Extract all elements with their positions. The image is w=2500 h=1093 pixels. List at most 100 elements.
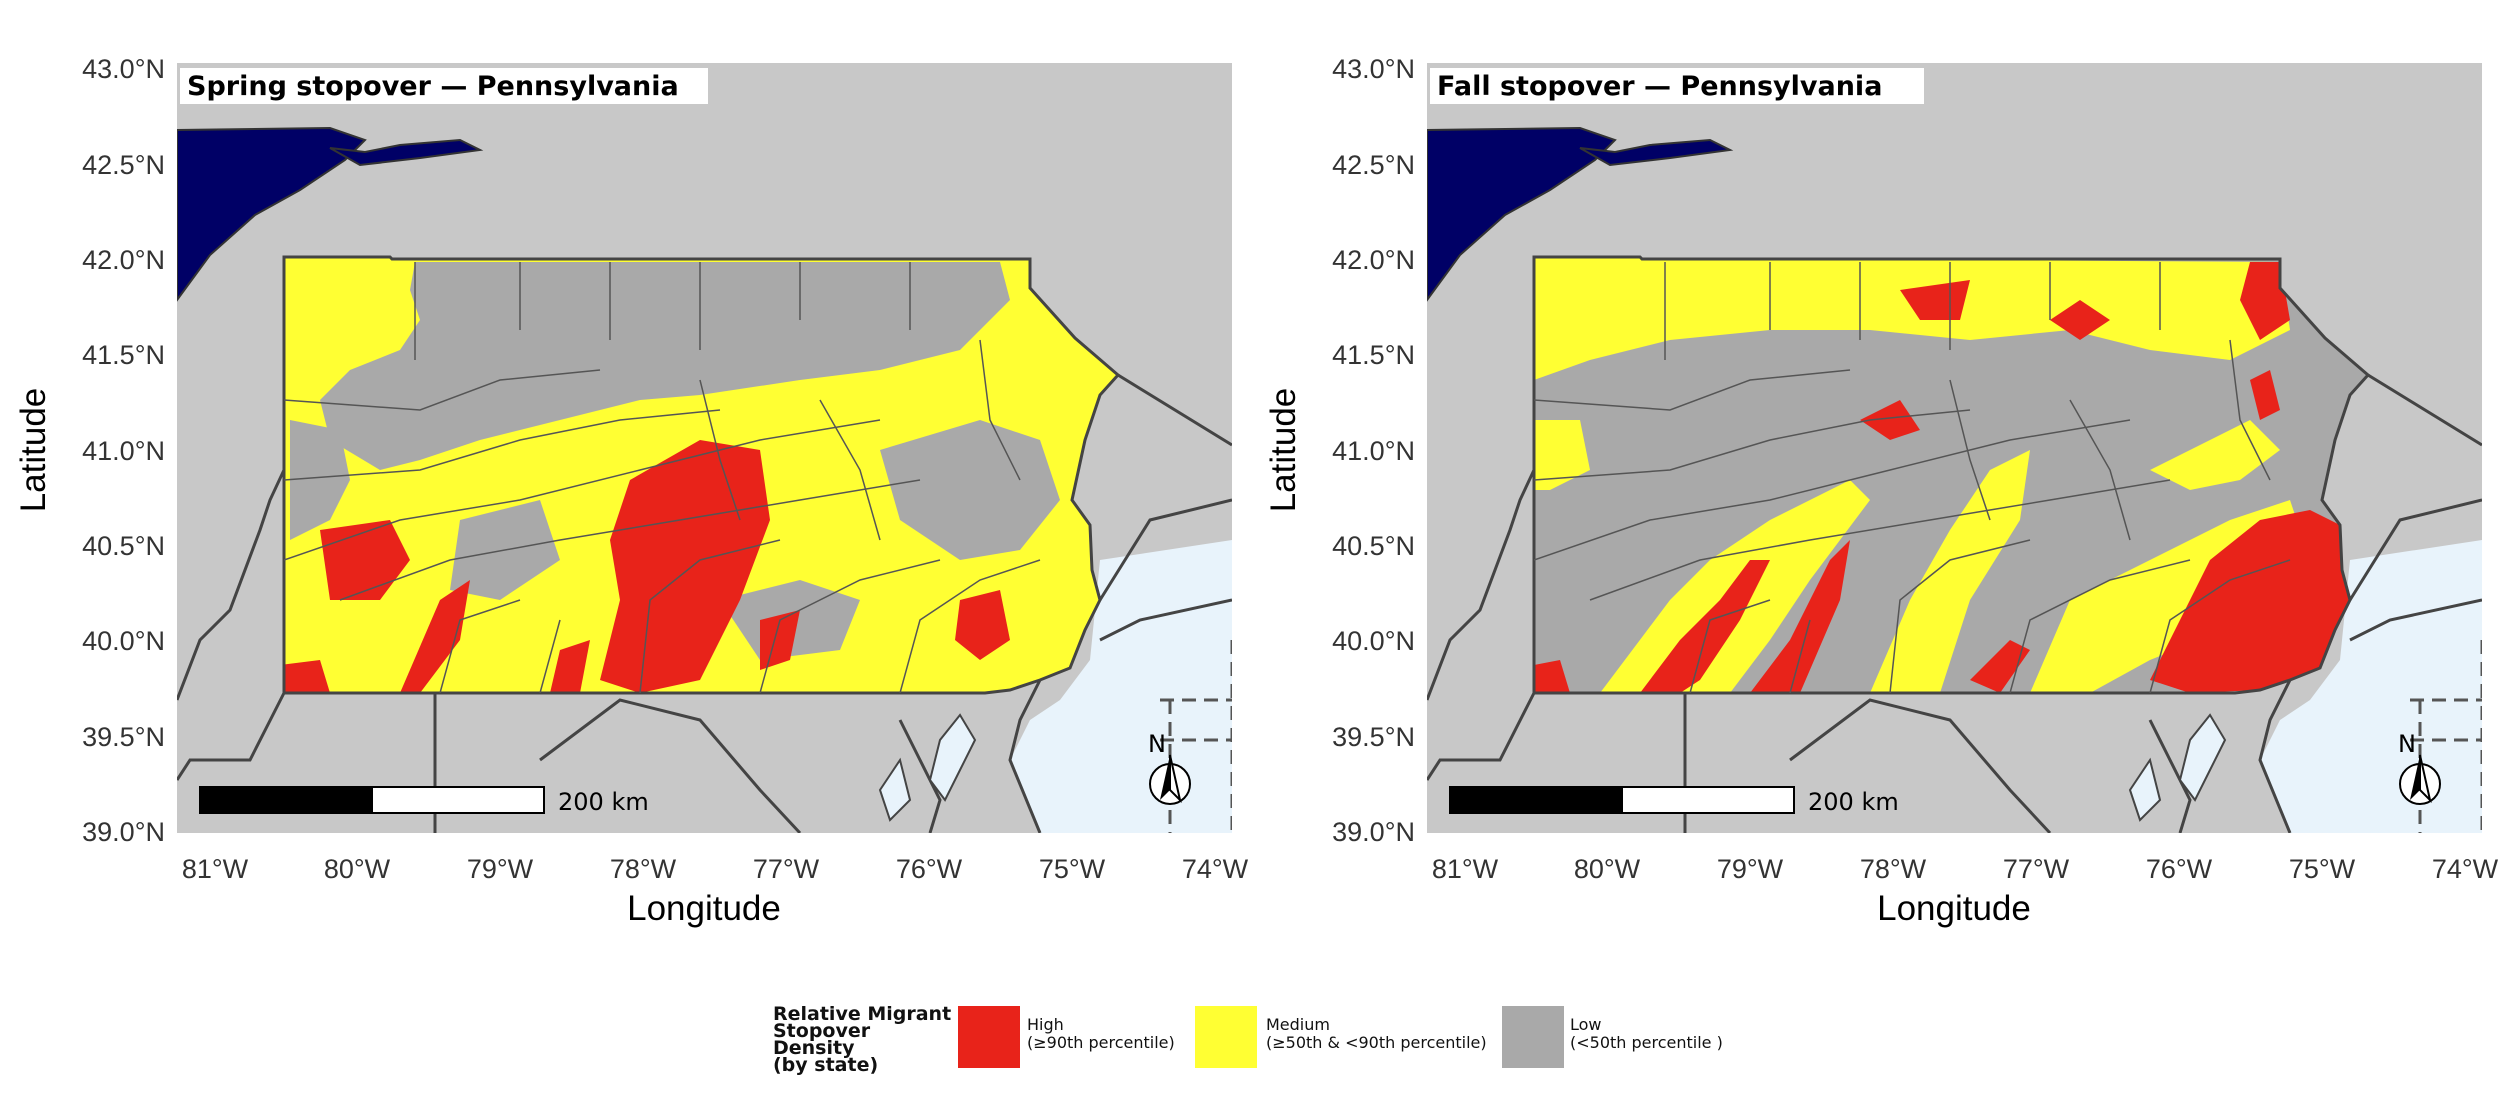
- y-tick: 40.0°N: [1332, 626, 1415, 656]
- scale-bar-label: 200 km: [558, 788, 649, 816]
- x-tick: 79°W: [1717, 854, 1784, 884]
- legend-key-low: [1502, 1006, 1564, 1068]
- legend-label-high: High (≥90th percentile): [1027, 1016, 1175, 1052]
- x-tick: 78°W: [1860, 854, 1927, 884]
- legend-key-medium: [1195, 1006, 1257, 1068]
- y-axis-ticks: 43.0°N 42.5°N 42.0°N 41.5°N 41.0°N 40.5°…: [82, 54, 165, 847]
- north-arrow-icon: N: [2398, 730, 2441, 805]
- high-north: [1900, 280, 1970, 320]
- y-tick: 40.5°N: [1332, 531, 1415, 561]
- legend-sublabel-text: (≥50th & <90th percentile): [1266, 1033, 1487, 1052]
- y-tick: 41.0°N: [82, 436, 165, 466]
- high-central: [1860, 400, 1920, 440]
- legend-title-line: Relative Migrant: [773, 1003, 952, 1025]
- legend-title-line: Stopover Density: [773, 1020, 871, 1059]
- legend-title: Relative Migrant Stopover Density (by st…: [773, 1003, 953, 1076]
- y-axis-label: Latitude: [1264, 388, 1303, 513]
- high-northeast: [2240, 262, 2290, 340]
- scale-bar-white: [1621, 786, 1795, 814]
- y-tick: 41.5°N: [1332, 340, 1415, 370]
- y-tick: 43.0°N: [82, 54, 165, 84]
- x-tick: 75°W: [1039, 854, 1106, 884]
- x-tick: 78°W: [610, 854, 677, 884]
- medium-north: [1534, 257, 2290, 380]
- x-tick: 79°W: [467, 854, 534, 884]
- high-southwest: [400, 580, 470, 693]
- y-axis-ticks: 43.0°N 42.5°N 42.0°N 41.5°N 41.0°N 40.5°…: [1332, 54, 1415, 847]
- lake-erie: [1427, 126, 1617, 302]
- panel-title: Fall stopover — Pennsylvania: [1437, 71, 1882, 102]
- lake-erie-tip: [329, 138, 484, 167]
- lake-erie-tip: [1579, 138, 1734, 167]
- pennsylvania-outline: [282, 255, 1121, 695]
- low-east: [880, 420, 1060, 560]
- county-lines: [1534, 262, 2291, 693]
- x-tick: 77°W: [753, 854, 820, 884]
- panel-title-box: [180, 68, 708, 104]
- legend-label-text: Low: [1570, 1015, 1602, 1034]
- pennsylvania-density-fall: [1534, 257, 2368, 693]
- legend-label-text: High: [1027, 1015, 1064, 1034]
- y-tick: 40.0°N: [82, 626, 165, 656]
- medium-west: [1534, 420, 1590, 490]
- medium-east: [2150, 420, 2280, 490]
- y-tick: 43.0°N: [1332, 54, 1415, 84]
- legend-label-low: Low (<50th percentile ): [1570, 1016, 1723, 1052]
- x-axis-ticks: 81°W 80°W 79°W 78°W 77°W 76°W 75°W 74°W: [182, 854, 1249, 884]
- panel-title: Spring stopover — Pennsylvania: [187, 71, 679, 102]
- legend-label-text: Medium: [1266, 1015, 1330, 1034]
- y-tick: 42.5°N: [1332, 150, 1415, 180]
- y-tick: 39.5°N: [82, 722, 165, 752]
- high-central: [600, 440, 770, 693]
- high-south: [550, 640, 590, 693]
- x-axis-label: Longitude: [627, 889, 781, 928]
- scale-bar-label: 200 km: [1808, 788, 1899, 816]
- legend-label-medium: Medium (≥50th & <90th percentile): [1266, 1016, 1487, 1052]
- y-tick: 42.0°N: [82, 245, 165, 275]
- high-south: [1970, 640, 2030, 693]
- x-tick: 74°W: [2432, 854, 2499, 884]
- y-tick: 39.5°N: [1332, 722, 1415, 752]
- lake-erie: [177, 126, 367, 302]
- high-north-2: [2050, 300, 2110, 340]
- high-northeast-2: [2250, 370, 2280, 420]
- x-tick: 74°W: [1182, 854, 1249, 884]
- legend-title-line: (by state): [773, 1054, 879, 1076]
- spring-map-svg: Spring stopover — Pennsylvania 200 km N …: [14, 54, 1249, 928]
- svg-text:N: N: [2398, 730, 2416, 758]
- x-axis-label: Longitude: [1877, 889, 2031, 928]
- x-tick: 76°W: [896, 854, 963, 884]
- y-tick: 39.0°N: [82, 817, 165, 847]
- county-lines: [284, 262, 1041, 693]
- x-tick: 80°W: [324, 854, 391, 884]
- high-ridge-2: [1750, 540, 1850, 693]
- legend-key-high: [958, 1006, 1020, 1068]
- high-corner: [284, 660, 330, 693]
- legend-sublabel-text: (≥90th percentile): [1027, 1033, 1175, 1052]
- y-tick: 41.0°N: [1332, 436, 1415, 466]
- y-tick: 41.5°N: [82, 340, 165, 370]
- high-southeast: [955, 590, 1010, 660]
- legend: Relative Migrant Stopover Density (by st…: [0, 990, 2500, 1090]
- high-southeast: [2150, 510, 2350, 693]
- x-axis-ticks: 81°W 80°W 79°W 78°W 77°W 76°W 75°W 74°W: [1432, 854, 2499, 884]
- bay-inlets: [878, 713, 977, 822]
- pennsylvania-outline: [1532, 255, 2371, 695]
- fall-map-svg: Fall stopover — Pennsylvania 200 km N 43…: [1264, 54, 2499, 928]
- bay-inlets: [2128, 713, 2227, 822]
- high-ridge-1: [1640, 560, 1770, 693]
- low-north: [320, 262, 1010, 470]
- x-tick: 76°W: [2146, 854, 2213, 884]
- y-tick: 39.0°N: [1332, 817, 1415, 847]
- y-axis-label: Latitude: [14, 388, 53, 513]
- x-tick: 80°W: [1574, 854, 1641, 884]
- map-panel-spring: Spring stopover — Pennsylvania 200 km N …: [0, 0, 1250, 960]
- low-west: [290, 420, 350, 540]
- dashed-boundary: [1160, 640, 1232, 833]
- scale-bar-black: [199, 786, 373, 814]
- high-corner: [1534, 660, 1570, 693]
- x-tick: 81°W: [182, 854, 249, 884]
- scale-bar-white: [371, 786, 545, 814]
- x-tick: 81°W: [1432, 854, 1499, 884]
- y-tick: 42.5°N: [82, 150, 165, 180]
